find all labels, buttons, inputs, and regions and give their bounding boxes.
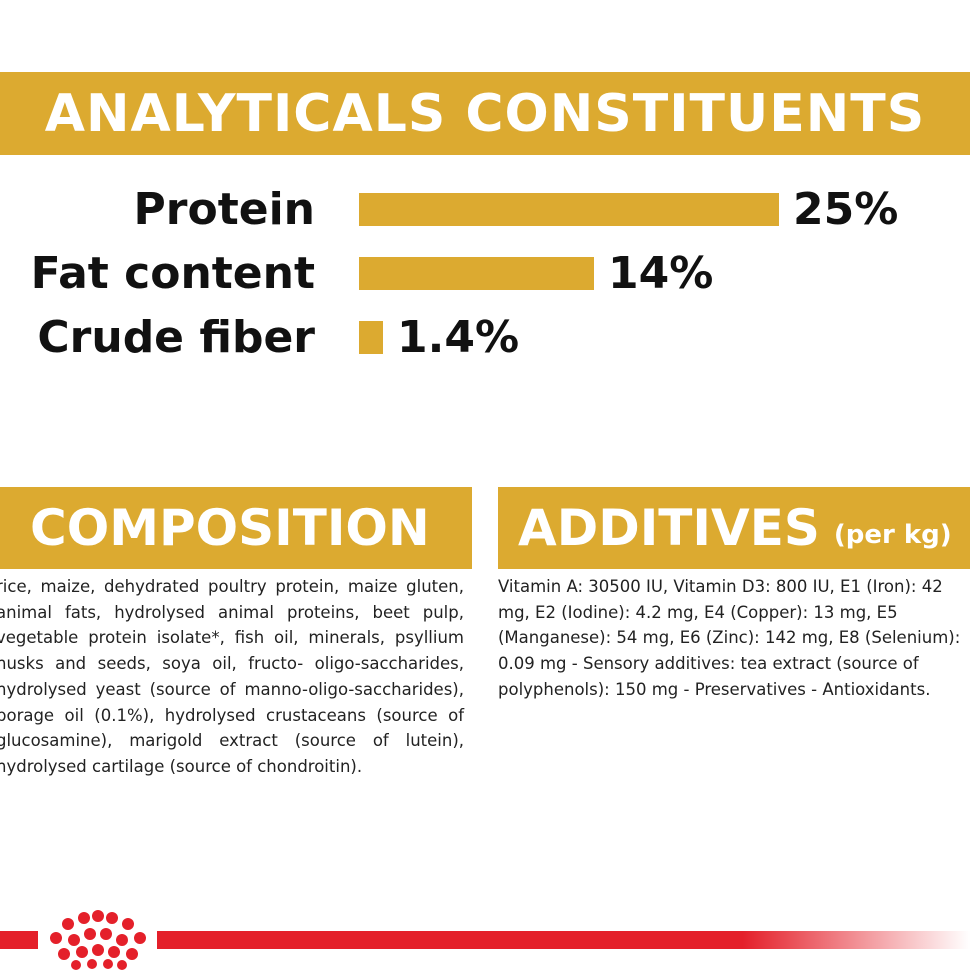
- protein-value: 25%: [793, 184, 899, 235]
- crude-fiber-label: Crude fiber: [37, 312, 315, 363]
- analyticals-banner: ANALYTICALS CONSTITUENTS: [0, 72, 970, 155]
- fat-content-label: Fat content: [30, 248, 315, 299]
- additives-title-unit: (per kg): [833, 520, 952, 550]
- additives-title: ADDITIVES: [518, 499, 820, 557]
- fat-content-value: 14%: [608, 248, 714, 299]
- protein-bar: [359, 193, 779, 226]
- fat-content-bar: [359, 257, 594, 290]
- analyticals-title: ANALYTICALS CONSTITUENTS: [44, 83, 926, 144]
- protein-label: Protein: [133, 184, 315, 235]
- composition-text: rice, maize, dehydrated poultry protein,…: [0, 577, 464, 776]
- additives-text: Vitamin A: 30500 IU, Vitamin D3: 800 IU,…: [498, 577, 961, 699]
- composition-banner: COMPOSITION: [0, 487, 472, 569]
- additives-banner: ADDITIVES (per kg): [498, 487, 970, 569]
- composition-title: COMPOSITION: [30, 499, 430, 557]
- footer-stripe-left: [0, 931, 38, 949]
- crude-fiber-value: 1.4%: [397, 312, 520, 363]
- crown-icon: [50, 910, 146, 970]
- footer-stripe: [157, 931, 970, 949]
- crude-fiber-bar: [359, 321, 383, 354]
